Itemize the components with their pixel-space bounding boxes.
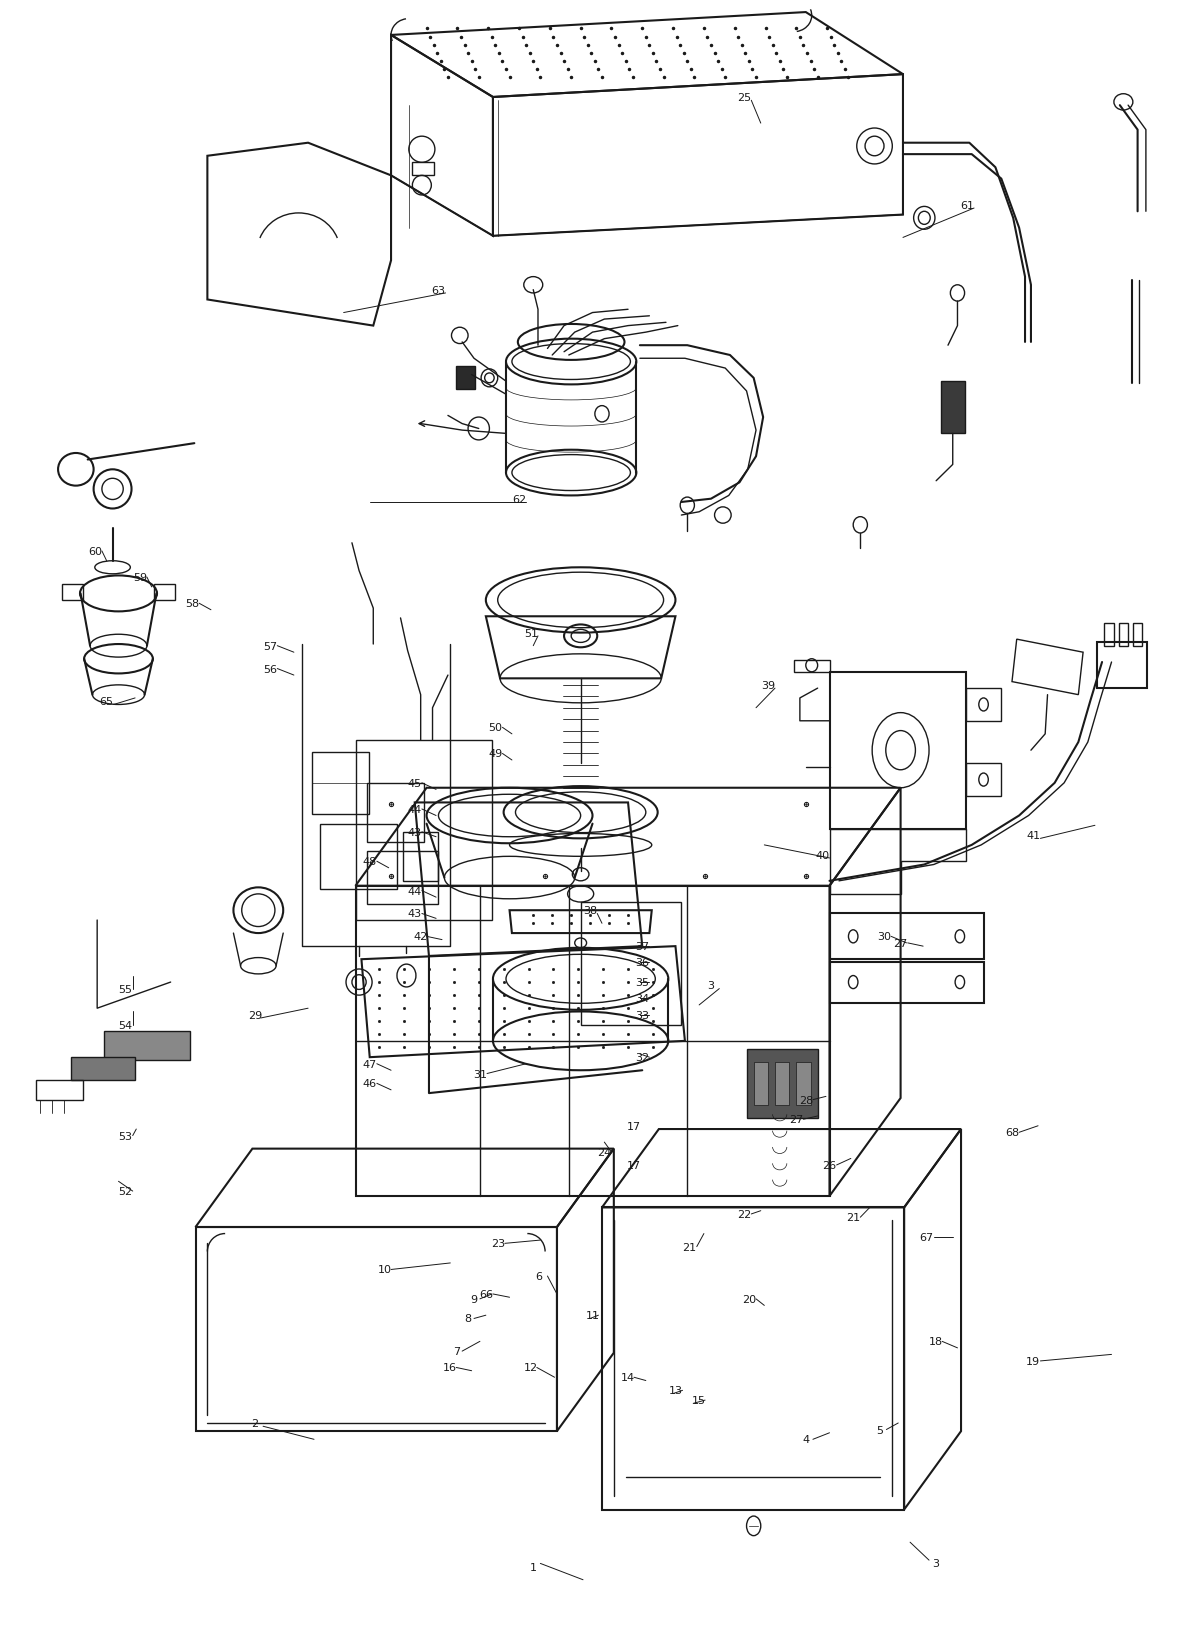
- Text: 47: 47: [363, 1059, 377, 1069]
- Text: 68: 68: [1005, 1128, 1019, 1138]
- Text: 14: 14: [621, 1373, 635, 1382]
- Text: 44: 44: [408, 805, 422, 814]
- Bar: [1104, 623, 1114, 646]
- Text: 38: 38: [583, 906, 597, 916]
- Bar: [754, 1062, 768, 1105]
- Text: 17: 17: [627, 1160, 641, 1170]
- Text: 10: 10: [378, 1265, 392, 1275]
- Bar: [412, 163, 434, 176]
- Text: 52: 52: [118, 1186, 133, 1196]
- Bar: [367, 852, 438, 904]
- Text: 41: 41: [1026, 831, 1040, 840]
- Bar: [747, 1049, 818, 1118]
- Text: 53: 53: [118, 1131, 133, 1141]
- Text: 22: 22: [737, 1209, 751, 1219]
- Bar: [312, 752, 369, 814]
- Text: 2: 2: [251, 1418, 258, 1428]
- Text: 35: 35: [635, 978, 649, 987]
- Text: 7: 7: [453, 1346, 460, 1356]
- Text: 63: 63: [431, 286, 446, 295]
- Bar: [456, 367, 475, 390]
- Text: 17: 17: [627, 1121, 641, 1131]
- Text: 8: 8: [465, 1314, 472, 1324]
- Text: 44: 44: [408, 886, 422, 896]
- Bar: [36, 1080, 83, 1100]
- Text: 33: 33: [635, 1010, 649, 1020]
- Text: 60: 60: [88, 547, 102, 557]
- Text: 58: 58: [185, 599, 199, 609]
- Text: 13: 13: [668, 1386, 683, 1395]
- Text: 6: 6: [536, 1271, 543, 1281]
- Text: 4: 4: [802, 1435, 809, 1444]
- Bar: [154, 584, 175, 601]
- Bar: [71, 1058, 135, 1080]
- Text: 54: 54: [118, 1020, 133, 1030]
- Text: 20: 20: [742, 1294, 756, 1304]
- Text: 30: 30: [877, 932, 891, 942]
- Text: 32: 32: [635, 1053, 649, 1062]
- Text: 21: 21: [846, 1213, 860, 1222]
- Text: 56: 56: [263, 664, 277, 674]
- Text: 31: 31: [473, 1069, 487, 1079]
- Bar: [367, 783, 424, 842]
- Text: 39: 39: [761, 681, 775, 690]
- Text: 3: 3: [707, 981, 715, 991]
- Text: 26: 26: [822, 1160, 837, 1170]
- Text: 67: 67: [920, 1232, 934, 1242]
- Text: 51: 51: [524, 628, 538, 638]
- Text: 16: 16: [443, 1363, 457, 1373]
- Text: 28: 28: [799, 1095, 813, 1105]
- Bar: [796, 1062, 811, 1105]
- Text: 45: 45: [408, 778, 422, 788]
- Text: 55: 55: [118, 984, 133, 994]
- Text: 36: 36: [635, 958, 649, 968]
- Text: 18: 18: [929, 1337, 943, 1346]
- Text: 27: 27: [893, 938, 908, 948]
- Text: 43: 43: [408, 909, 422, 919]
- Text: 11: 11: [585, 1310, 600, 1320]
- Text: 15: 15: [692, 1395, 706, 1405]
- Text: 5: 5: [876, 1425, 883, 1435]
- Bar: [1119, 623, 1128, 646]
- Text: 12: 12: [524, 1363, 538, 1373]
- Bar: [775, 1062, 789, 1105]
- Text: 29: 29: [248, 1010, 262, 1020]
- Bar: [941, 382, 965, 434]
- Text: 61: 61: [960, 201, 974, 211]
- Bar: [104, 1031, 190, 1061]
- Text: 3: 3: [933, 1559, 940, 1568]
- Bar: [62, 584, 83, 601]
- Text: 40: 40: [815, 850, 830, 860]
- Text: 66: 66: [479, 1289, 493, 1299]
- Text: 48: 48: [363, 857, 377, 867]
- Text: 25: 25: [737, 93, 751, 103]
- Text: 42: 42: [414, 932, 428, 942]
- Text: 9: 9: [470, 1294, 478, 1304]
- Text: 62: 62: [512, 494, 526, 504]
- Text: 65: 65: [100, 697, 114, 707]
- Text: 34: 34: [635, 994, 649, 1004]
- Bar: [320, 824, 397, 889]
- Text: 37: 37: [635, 942, 649, 951]
- Text: 43: 43: [408, 827, 422, 837]
- Bar: [1133, 623, 1142, 646]
- Text: 1: 1: [530, 1562, 537, 1572]
- Text: 19: 19: [1026, 1356, 1040, 1366]
- Bar: [1097, 643, 1147, 689]
- Text: 59: 59: [133, 573, 147, 583]
- Bar: [403, 832, 438, 881]
- Text: 49: 49: [488, 749, 502, 759]
- Text: 24: 24: [597, 1147, 611, 1157]
- Text: 57: 57: [263, 641, 277, 651]
- Text: 23: 23: [491, 1239, 505, 1248]
- Text: 46: 46: [363, 1079, 377, 1089]
- Text: 21: 21: [683, 1242, 697, 1252]
- Text: 27: 27: [789, 1115, 803, 1124]
- Text: 50: 50: [488, 723, 502, 733]
